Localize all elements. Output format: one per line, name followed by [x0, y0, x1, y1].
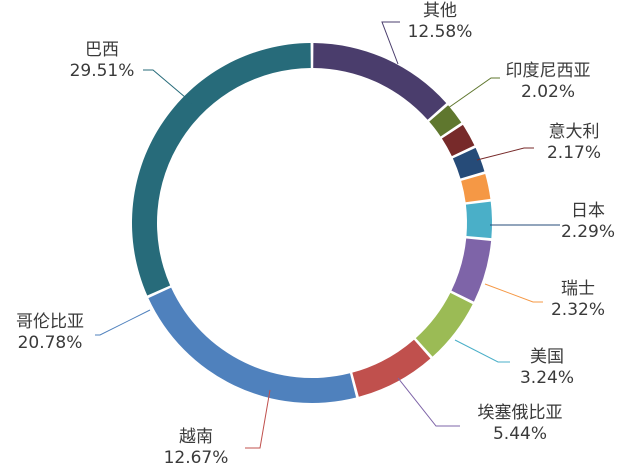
slice-美国	[465, 201, 493, 239]
slice-label-巴西: 巴西	[85, 40, 119, 60]
slice-label-瑞士: 瑞士	[561, 279, 595, 299]
slice-埃塞俄比亚	[451, 238, 492, 302]
slice-label-其他: 其他	[423, 1, 457, 21]
slice-越南	[352, 339, 431, 397]
leader-line-越南	[245, 389, 271, 449]
leader-line-哥伦比亚	[95, 309, 151, 336]
slice-瑞士	[461, 174, 491, 203]
leader-line-埃塞俄比亚	[397, 377, 460, 427]
slice-label-意大利: 意大利	[549, 122, 600, 142]
leader-line-美国	[454, 339, 510, 363]
slice-unlabeled-7	[415, 292, 473, 357]
slice-value-意大利: 2.17%	[547, 143, 601, 163]
slice-label-哥伦比亚: 哥伦比亚	[16, 312, 84, 332]
leader-line-其他	[381, 21, 400, 65]
slice-意大利	[441, 124, 475, 157]
slice-印度尼西亚	[429, 105, 462, 137]
slice-label-日本: 日本	[571, 201, 605, 221]
slice-label-美国: 美国	[530, 347, 564, 367]
slice-value-埃塞俄比亚: 5.44%	[493, 424, 547, 444]
slice-value-印度尼西亚: 2.02%	[521, 82, 575, 102]
slice-日本	[452, 147, 485, 179]
slice-value-越南: 12.67%	[164, 448, 229, 468]
slice-value-日本: 2.29%	[561, 222, 615, 242]
slice-value-其他: 12.58%	[408, 22, 473, 42]
slice-哥伦比亚	[148, 287, 357, 403]
slice-巴西	[132, 43, 311, 296]
leader-line-瑞士	[484, 283, 543, 303]
slice-value-美国: 3.24%	[520, 368, 574, 388]
slice-其他	[313, 43, 447, 120]
leader-line-巴西	[143, 69, 193, 104]
leader-line-意大利	[476, 147, 534, 161]
slice-value-哥伦比亚: 20.78%	[18, 333, 83, 353]
slice-value-瑞士: 2.32%	[551, 300, 605, 320]
slice-value-巴西: 29.51%	[70, 61, 135, 81]
slice-label-埃塞俄比亚: 埃塞俄比亚	[478, 403, 563, 423]
leader-line-印度尼西亚	[440, 77, 500, 114]
slice-label-印度尼西亚: 印度尼西亚	[506, 61, 591, 81]
slice-label-越南: 越南	[179, 427, 213, 447]
